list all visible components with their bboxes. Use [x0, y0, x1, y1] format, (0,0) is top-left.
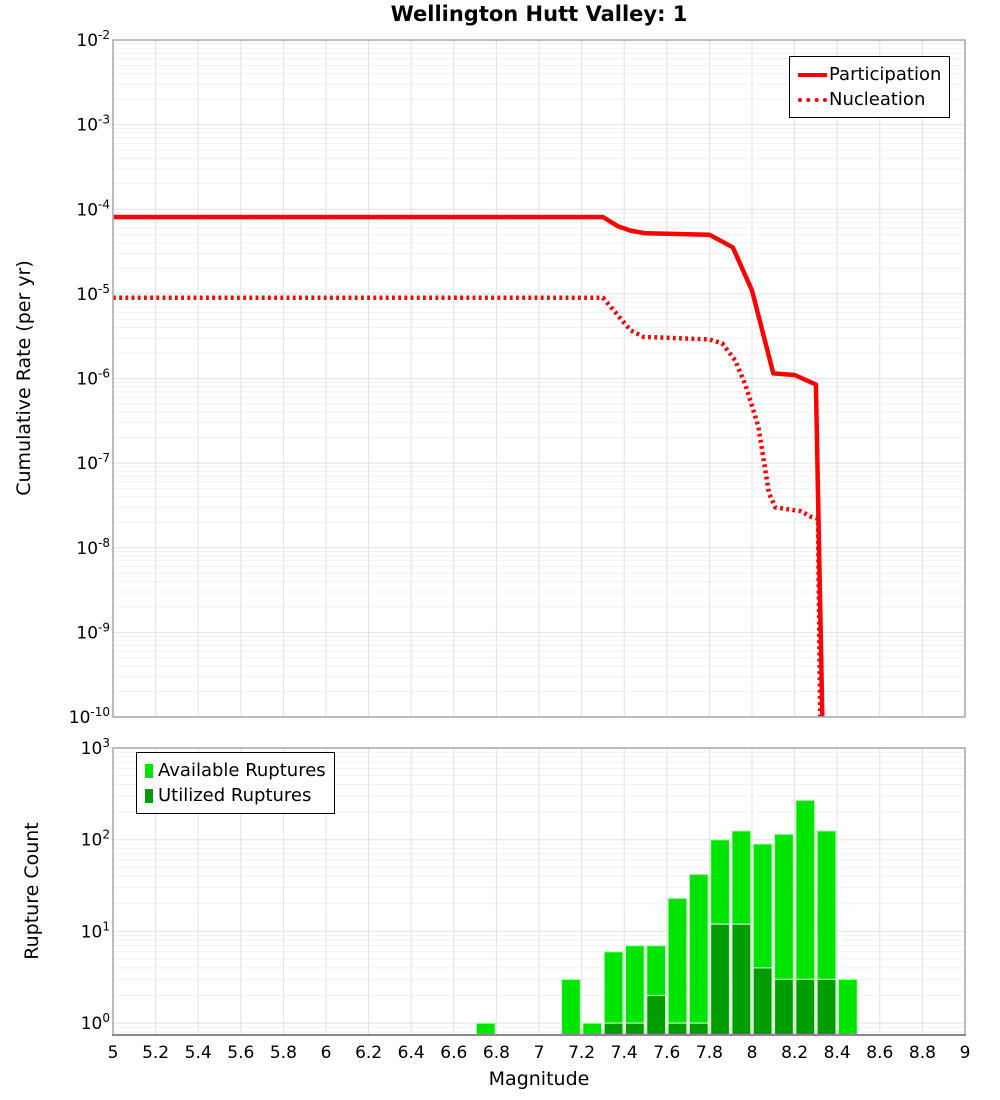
y-tick-label: 10-10	[69, 705, 110, 728]
x-tick-label: 8.6	[866, 1043, 893, 1063]
y-tick-label: 102	[81, 828, 110, 851]
bar	[624, 944, 645, 1036]
bar	[731, 923, 752, 1036]
utilized-ruptures-label: Utilized Ruptures	[158, 785, 312, 806]
y-tick-label: 10-3	[76, 113, 110, 136]
nucleation-label: Nucleation	[829, 89, 926, 110]
y-tick-label: 10-5	[76, 282, 110, 305]
top-y-axis-label: Cumulative Rate (per yr)	[13, 260, 35, 496]
x-tick-label: 6.2	[355, 1043, 382, 1063]
bar	[475, 1022, 496, 1036]
y-tick-label: 10-7	[76, 451, 110, 474]
x-tick-label: 7.6	[653, 1043, 680, 1063]
bar	[773, 978, 794, 1036]
legend-item-available: Available Ruptures	[145, 758, 326, 783]
participation-line	[113, 214, 825, 717]
bar	[667, 1022, 688, 1036]
bar	[582, 1022, 603, 1036]
bar	[667, 897, 688, 1036]
x-tick-label: 8.8	[909, 1043, 936, 1063]
x-tick-label: 9	[960, 1043, 971, 1063]
legend-item-nucleation: Nucleation	[798, 87, 941, 112]
bar	[752, 967, 773, 1036]
x-tick-label: 5	[108, 1043, 119, 1063]
x-tick-label: 5.8	[270, 1043, 297, 1063]
y-tick-label: 101	[81, 919, 110, 942]
y-tick-label: 10-2	[76, 28, 110, 51]
y-tick-label: 100	[81, 1011, 110, 1034]
count-legend: Available Ruptures Utilized Ruptures	[136, 752, 335, 814]
participation-line-swatch	[798, 72, 827, 77]
bottom-y-axis-label: Rupture Count	[21, 822, 43, 960]
x-tick-label: 7.2	[568, 1043, 595, 1063]
y-tick-label: 10-9	[76, 620, 110, 643]
y-tick-label: 10-4	[76, 197, 110, 220]
bar	[709, 923, 731, 1036]
utilized-ruptures-swatch	[145, 788, 153, 803]
bar	[688, 1022, 709, 1036]
legend-item-participation: Participation	[798, 62, 941, 87]
x-tick-label: 6.6	[440, 1043, 467, 1063]
nucleation-line-swatch	[798, 97, 827, 102]
bar	[603, 1022, 624, 1036]
bar	[816, 978, 837, 1036]
bar	[560, 978, 581, 1036]
bar	[646, 994, 667, 1036]
rate-legend: Participation Nucleation	[789, 56, 951, 118]
x-tick-label: 6.8	[483, 1043, 510, 1063]
x-tick-label: 8	[747, 1043, 758, 1063]
x-tick-label: 8.2	[781, 1043, 808, 1063]
x-tick-label: 5.6	[227, 1043, 254, 1063]
bar	[837, 978, 858, 1036]
x-tick-label: 5.4	[185, 1043, 212, 1063]
y-tick-label: 10-8	[76, 536, 110, 559]
x-tick-label: 7.8	[696, 1043, 723, 1063]
bar	[624, 1022, 645, 1036]
participation-label: Participation	[829, 64, 942, 85]
nucleation-line	[113, 295, 823, 717]
x-tick-label: 7	[534, 1043, 545, 1063]
available-ruptures-label: Available Ruptures	[158, 760, 326, 781]
available-ruptures-swatch	[145, 763, 153, 778]
bar	[688, 873, 709, 1036]
x-tick-labels: 5 5.2 5.4 5.6 5.8 6 6.2 6.4 6.6 6.8 7 7.2 7.4 7.6 7.8 8…	[108, 1043, 971, 1063]
x-tick-label: 6.4	[398, 1043, 425, 1063]
x-axis-label: Magnitude	[488, 1068, 590, 1090]
x-tick-label: 6	[321, 1043, 332, 1063]
panel-top: 10-2 10-3 10-4 10-5 10-6 10-7 10-8 10-9 10-10	[69, 28, 966, 728]
legend-item-utilized: Utilized Ruptures	[145, 783, 326, 808]
y-tick-label: 10-6	[76, 367, 110, 390]
x-tick-label: 5.2	[142, 1043, 169, 1063]
x-tick-label: 7.4	[611, 1043, 638, 1063]
y-tick-label: 103	[81, 736, 110, 759]
figure-title: Wellington Hutt Valley: 1	[390, 2, 688, 26]
bar	[795, 978, 816, 1036]
x-tick-label: 8.4	[824, 1043, 851, 1063]
